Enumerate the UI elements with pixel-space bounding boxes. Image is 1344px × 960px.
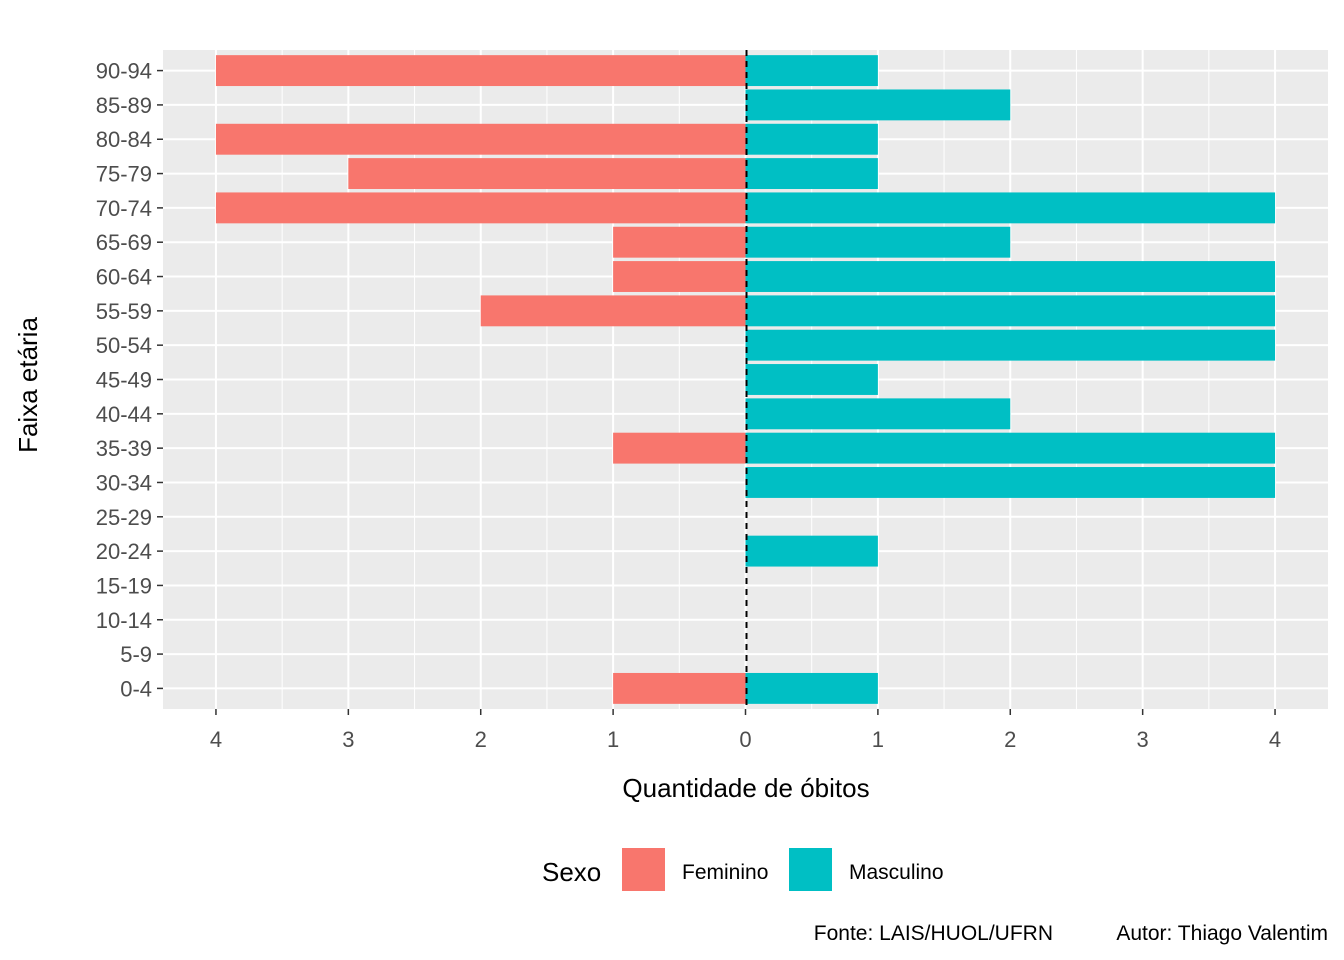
y-tick-label: 50-54 — [96, 333, 152, 358]
x-axis-title: Quantidade de óbitos — [622, 773, 869, 803]
bar-feminino-35-39 — [613, 432, 746, 464]
x-tick-label: 0 — [739, 727, 751, 752]
bar-feminino-65-69 — [613, 226, 746, 258]
bar-masculino-55-59 — [745, 295, 1276, 327]
legend-swatch-feminino — [622, 848, 665, 891]
y-axis-title: Faixa etária — [13, 317, 43, 453]
legend-title: Sexo — [542, 857, 601, 887]
x-tick-label: 2 — [1004, 727, 1016, 752]
legend: Sexo Feminino Masculino — [542, 848, 944, 891]
y-tick-label: 15-19 — [96, 573, 152, 598]
bar-masculino-20-24 — [745, 535, 878, 567]
bar-masculino-0-4 — [745, 672, 878, 704]
x-axis: 4 3 2 1 0 1 2 3 4 — [210, 709, 1281, 752]
bar-masculino-45-49 — [745, 364, 878, 395]
bar-feminino-55-59 — [480, 295, 746, 327]
y-tick-label: 0-4 — [120, 676, 152, 701]
y-tick-label: 20-24 — [96, 539, 152, 564]
bar-feminino-70-74 — [215, 192, 746, 224]
x-tick-label: 4 — [1269, 727, 1281, 752]
bar-feminino-80-84 — [215, 123, 746, 155]
x-tick-label: 1 — [872, 727, 884, 752]
y-tick-label: 75-79 — [96, 162, 152, 187]
y-tick-label: 25-29 — [96, 505, 152, 530]
y-tick-label: 85-89 — [96, 93, 152, 118]
bar-masculino-50-54 — [745, 329, 1276, 361]
y-tick-label: 5-9 — [120, 642, 152, 667]
bar-masculino-65-69 — [745, 226, 1011, 258]
y-tick-label: 80-84 — [96, 127, 152, 152]
bar-feminino-0-4 — [613, 672, 746, 704]
y-tick-label: 30-34 — [96, 470, 152, 495]
legend-label-masculino: Masculino — [849, 861, 944, 884]
y-tick-label: 55-59 — [96, 299, 152, 324]
x-tick-label: 2 — [475, 727, 487, 752]
y-tick-label: 35-39 — [96, 436, 152, 461]
y-tick-label: 90-94 — [96, 59, 152, 84]
bar-masculino-80-84 — [745, 123, 878, 155]
bar-masculino-30-34 — [745, 467, 1276, 498]
y-axis: 0-4 5-9 10-14 15-19 20-24 25-29 30-34 35-39 40-4… — [96, 59, 163, 701]
x-tick-label: 4 — [210, 727, 222, 752]
bar-masculino-40-44 — [745, 398, 1011, 430]
bar-masculino-70-74 — [745, 192, 1276, 224]
bar-masculino-90-94 — [745, 55, 878, 87]
bar-feminino-75-79 — [348, 158, 746, 190]
bar-masculino-85-89 — [745, 89, 1011, 121]
legend-swatch-masculino — [789, 848, 832, 891]
caption-source: Fonte: LAIS/HUOL/UFRN — [814, 922, 1053, 945]
caption-author: Autor: Thiago Valentim — [1116, 922, 1328, 945]
x-tick-label: 3 — [1137, 727, 1149, 752]
x-tick-label: 3 — [342, 727, 354, 752]
y-tick-label: 10-14 — [96, 608, 152, 633]
y-tick-label: 65-69 — [96, 230, 152, 255]
bar-masculino-35-39 — [745, 432, 1276, 464]
y-tick-label: 45-49 — [96, 368, 152, 393]
bar-masculino-60-64 — [745, 261, 1276, 292]
y-tick-label: 60-64 — [96, 265, 152, 290]
bar-masculino-75-79 — [745, 158, 878, 190]
bars — [215, 55, 1276, 704]
bar-feminino-60-64 — [613, 261, 746, 292]
legend-label-feminino: Feminino — [682, 861, 768, 884]
y-tick-label: 70-74 — [96, 196, 152, 221]
y-tick-label: 40-44 — [96, 402, 152, 427]
bar-feminino-90-94 — [215, 55, 746, 87]
x-tick-label: 1 — [607, 727, 619, 752]
